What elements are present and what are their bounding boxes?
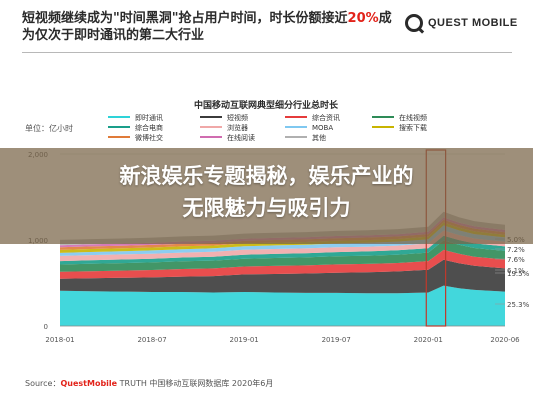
brand-name: QUEST MOBILE xyxy=(428,17,518,29)
area-series xyxy=(60,217,505,248)
legend-label: 其他 xyxy=(312,133,326,142)
legend-label: 短视频 xyxy=(227,113,248,122)
area-series xyxy=(60,285,505,326)
y-axis-label: 单位：亿小时 xyxy=(25,123,73,133)
area-series xyxy=(60,219,505,250)
legend-label: 综合电商 xyxy=(135,123,163,132)
area-series xyxy=(60,235,505,265)
x-tick-label: 2019-01 xyxy=(230,336,259,344)
header: 短视频继续成为"时间黑洞"抢占用户时间，时长份额接近20%成 为仅次于即时通讯的… xyxy=(0,0,533,60)
legend-label: MOBA xyxy=(312,124,333,132)
area-series xyxy=(60,230,505,262)
questmobile-logo-icon xyxy=(405,14,423,32)
banner-line1: 新浪娱乐专题揭秘，娱乐产业的 xyxy=(119,164,414,188)
x-tick-label: 2020-01 xyxy=(414,336,443,344)
overlay-banner xyxy=(0,148,533,244)
legend-label: 即时通讯 xyxy=(135,113,163,122)
area-series xyxy=(60,249,505,279)
x-tick-label: 2020-06 xyxy=(490,336,520,344)
source-prefix: Source： xyxy=(25,379,61,388)
x-tick-label: 2018-01 xyxy=(45,336,74,344)
area-series xyxy=(60,259,505,294)
banner-line2: 无限魅力与吸引力 xyxy=(182,196,351,220)
headline-line1b: 成 xyxy=(378,11,392,26)
share-annotation: 7.6% xyxy=(507,256,525,264)
share-annotation: 19.5% xyxy=(507,270,530,278)
headline: 短视频继续成为"时间黑洞"抢占用户时间，时长份额接近20%成 为仅次于即时通讯的… xyxy=(22,10,402,44)
header-divider xyxy=(22,52,512,53)
share-annotation: 25.3% xyxy=(507,301,530,309)
source-rest: TRUTH 中国移动互联网数据库 2020年6月 xyxy=(117,379,274,388)
brand: QUEST MOBILE xyxy=(405,12,525,34)
banner-text: 新浪娱乐专题揭秘，娱乐产业的 无限魅力与吸引力 xyxy=(0,160,533,224)
x-tick-label: 2018-07 xyxy=(137,336,166,344)
chart-title: 中国移动互联网典型细分行业总时长 xyxy=(194,99,339,111)
legend-label: 在线视频 xyxy=(399,113,427,122)
legend-label: 在线阅读 xyxy=(227,133,255,142)
share-annotation: 6.1% xyxy=(507,267,525,275)
x-tick-label: 2019-07 xyxy=(322,336,351,344)
headline-line2: 为仅次于即时通讯的第二大行业 xyxy=(22,28,205,43)
share-annotation: 7.2% xyxy=(507,246,525,254)
y-tick-label: 0 xyxy=(44,323,48,331)
legend-label: 微博社交 xyxy=(135,133,163,142)
source-brand: QuestMobile xyxy=(60,379,118,388)
legend-label: 浏览器 xyxy=(227,123,248,132)
headline-line1a: 短视频继续成为"时间黑洞"抢占用户时间，时长份额接近 xyxy=(22,11,348,26)
legend-label: 搜索下载 xyxy=(399,123,427,132)
source-note: Source：QuestMobile TRUTH 中国移动互联网数据库 2020… xyxy=(25,378,273,389)
area-series xyxy=(60,240,505,272)
headline-pct: 20% xyxy=(347,11,379,26)
legend-label: 综合资讯 xyxy=(312,113,340,122)
